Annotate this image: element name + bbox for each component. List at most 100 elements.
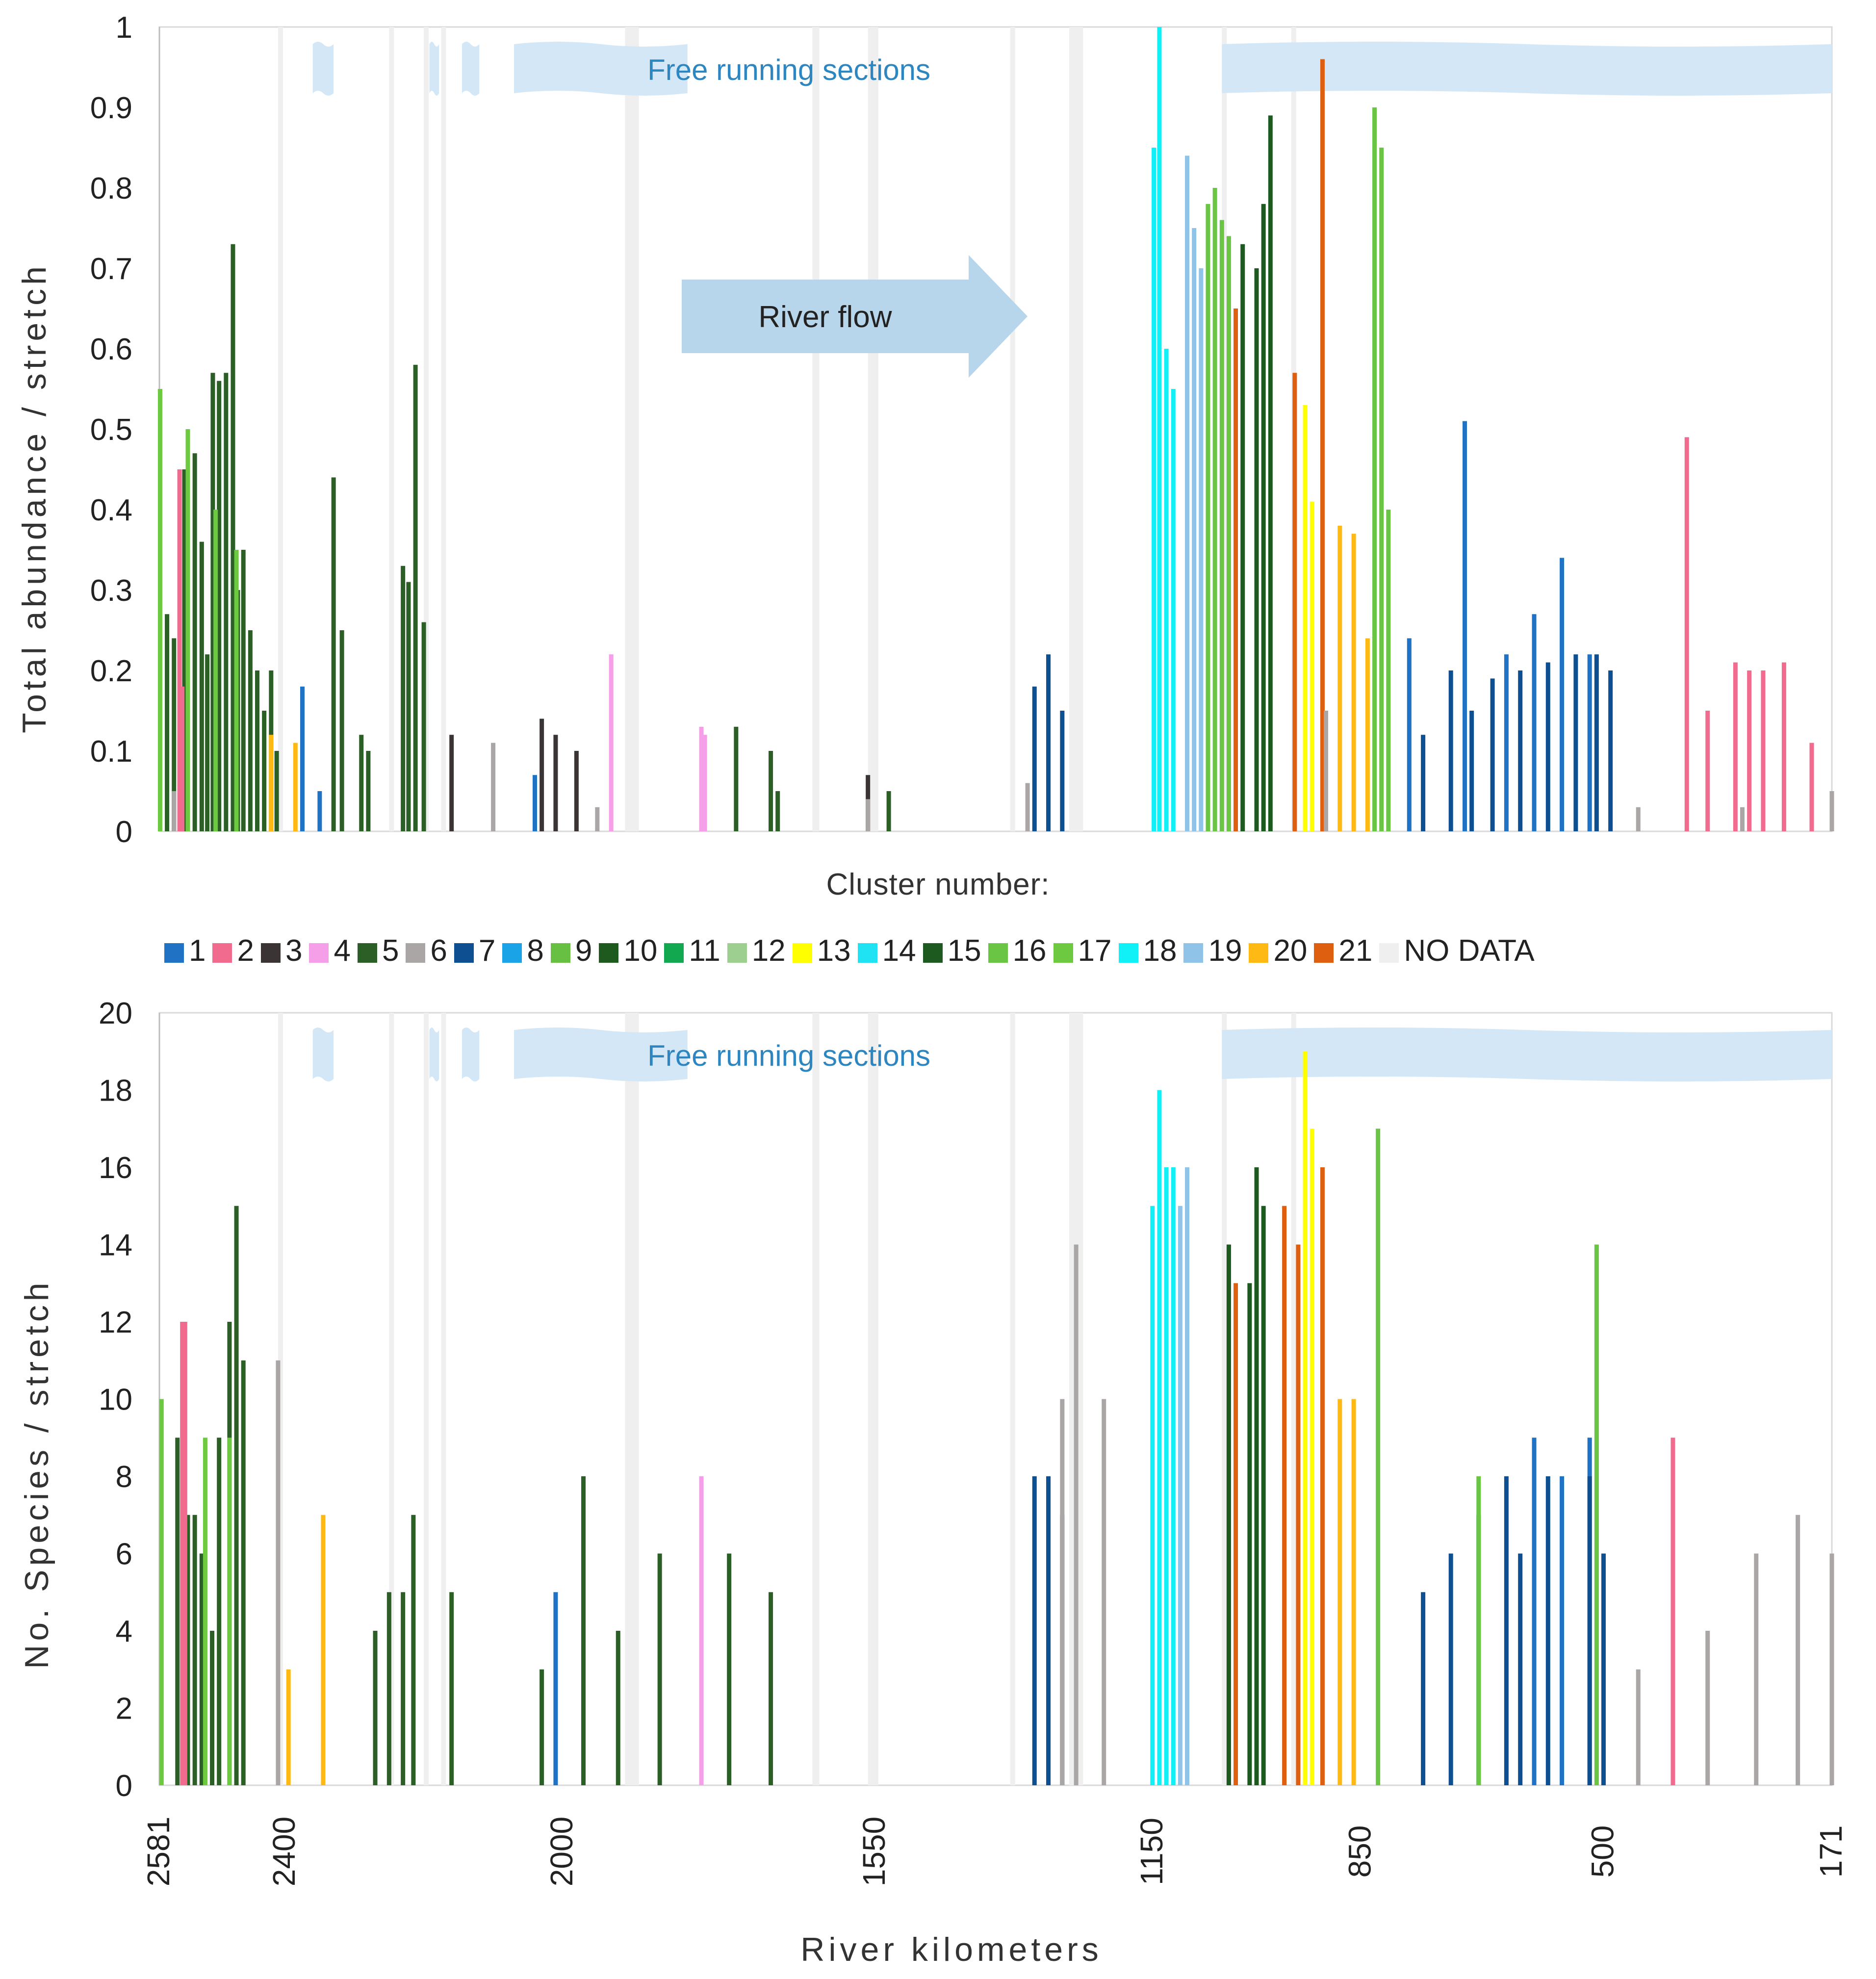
legend-item: 14: [857, 933, 916, 968]
bar-cluster-5: [262, 711, 267, 831]
bar-cluster-5: [192, 453, 197, 831]
y-tick-label: 0.1: [90, 735, 132, 769]
legend-label: 15: [947, 934, 981, 968]
bar-cluster-2: [1733, 662, 1738, 831]
bar-cluster-1: [1504, 654, 1509, 831]
bar-cluster-7: [1421, 735, 1426, 831]
bar-cluster-5: [406, 582, 411, 831]
bar-cluster-5: [205, 654, 210, 831]
bar-cluster-5: [175, 1438, 180, 1785]
bar-cluster-1: [1587, 654, 1592, 831]
legend-item: 15: [923, 933, 981, 968]
bar-cluster-15: [1240, 244, 1245, 831]
bar-cluster-6: [1636, 807, 1641, 831]
bar-cluster-21: [1234, 1283, 1238, 1785]
y-tick-label: 10: [99, 1383, 132, 1417]
legend-item: 1: [164, 933, 206, 968]
bar-cluster-6: [491, 743, 496, 831]
legend-item: 19: [1183, 933, 1242, 968]
bar-cluster-5: [366, 751, 371, 831]
bar-cluster-20: [286, 1669, 291, 1785]
legend-item: 11: [664, 933, 720, 968]
x-tick-label: 1150: [1134, 1818, 1169, 1885]
bar-cluster-1: [1560, 1476, 1565, 1785]
bar-cluster-7: [1518, 670, 1523, 831]
y-tick-label: 0: [116, 1769, 132, 1803]
no-data-band: [868, 27, 878, 831]
panel-bottom-species: Free running sections 0 2 4 6 8 10 12 14 16 18 20: [99, 997, 1834, 1803]
bar-cluster-6: [276, 1360, 281, 1785]
legend-label: 12: [751, 934, 786, 968]
bar-cluster-19: [1185, 155, 1190, 831]
legend-item: 3: [260, 933, 302, 968]
bar-cluster-16: [1476, 1476, 1481, 1785]
free-running-section: [312, 42, 334, 96]
bar-cluster-5: [727, 1553, 732, 1785]
no-data-band: [1010, 1013, 1015, 1785]
y-axis-label-species: No. Species / stretch: [18, 1279, 55, 1669]
x-tick-label: 2581: [141, 1817, 176, 1886]
legend-swatch: [212, 943, 232, 963]
bar-cluster-2: [1705, 711, 1710, 831]
x-tick-label: 1550: [856, 1817, 892, 1886]
no-data-band: [278, 27, 283, 831]
bar-cluster-16: [1386, 510, 1391, 831]
bar-cluster-2: [1670, 1438, 1675, 1785]
bar-cluster-13: [1303, 1051, 1308, 1785]
bar-cluster-6: [1102, 1399, 1106, 1785]
bar-cluster-5: [192, 1515, 197, 1785]
bar-cluster-6: [1060, 1399, 1065, 1785]
bar-cluster-17: [185, 429, 190, 831]
legend-label: 8: [527, 934, 544, 968]
bar-cluster-6: [866, 799, 871, 831]
legend-title: Cluster number:: [826, 868, 1050, 901]
bar-cluster-5: [331, 477, 336, 831]
bar-cluster-16: [1219, 220, 1224, 832]
legend-item: 5: [357, 933, 399, 968]
bar-cluster-4: [699, 1476, 704, 1785]
legend-swatch: [1183, 943, 1204, 963]
bar-cluster-5: [199, 1553, 204, 1785]
legend-label: 6: [430, 934, 447, 968]
bar-cluster-18: [1152, 148, 1156, 831]
bar-cluster-1: [1407, 638, 1412, 831]
bar-cluster-18: [1164, 349, 1169, 831]
legend-label: 2: [237, 934, 254, 968]
bar-cluster-15: [1254, 1167, 1259, 1785]
legend-swatch: [599, 943, 619, 963]
y-tick-label: 0.6: [90, 333, 132, 366]
bar-cluster-20: [1365, 638, 1370, 831]
bar-cluster-18: [1157, 1090, 1162, 1785]
x-tick-label: 850: [1342, 1825, 1377, 1878]
y-tick-label: 6: [116, 1538, 132, 1571]
legend-swatch: [309, 943, 329, 963]
bar-cluster-18: [1150, 1206, 1155, 1785]
free-running-section: [312, 1028, 334, 1081]
legend-item: 8: [502, 933, 544, 968]
bar-cluster-7: [1469, 711, 1474, 831]
bar-cluster-21: [1320, 1167, 1325, 1785]
legend-item: 21: [1314, 933, 1372, 968]
bar-cluster-7: [1032, 1476, 1037, 1785]
bar-cluster-16: [1376, 1129, 1381, 1785]
bar-cluster-19: [1178, 1206, 1182, 1785]
legend-item: 17: [1053, 933, 1112, 968]
bar-cluster-7: [1046, 1476, 1051, 1785]
bar-cluster-5: [199, 541, 204, 831]
bar-cluster-6: [1074, 1244, 1079, 1785]
bar-cluster-20: [1351, 534, 1356, 831]
legend-label: 20: [1273, 934, 1308, 968]
bar-cluster-21: [1234, 308, 1238, 831]
plot-frame: [158, 1012, 1833, 1786]
bar-cluster-4: [702, 735, 707, 831]
bar-cluster-5: [449, 1592, 454, 1785]
legend-swatch: [857, 943, 877, 963]
bar-cluster-5: [182, 469, 187, 831]
bar-cluster-13: [1310, 501, 1314, 831]
bar-cluster-20: [1337, 1399, 1342, 1785]
bar-cluster-3: [574, 751, 579, 831]
bar-cluster-2: [1747, 670, 1752, 831]
y-tick-label: 0.8: [90, 172, 132, 206]
bar-cluster-5: [165, 614, 170, 831]
